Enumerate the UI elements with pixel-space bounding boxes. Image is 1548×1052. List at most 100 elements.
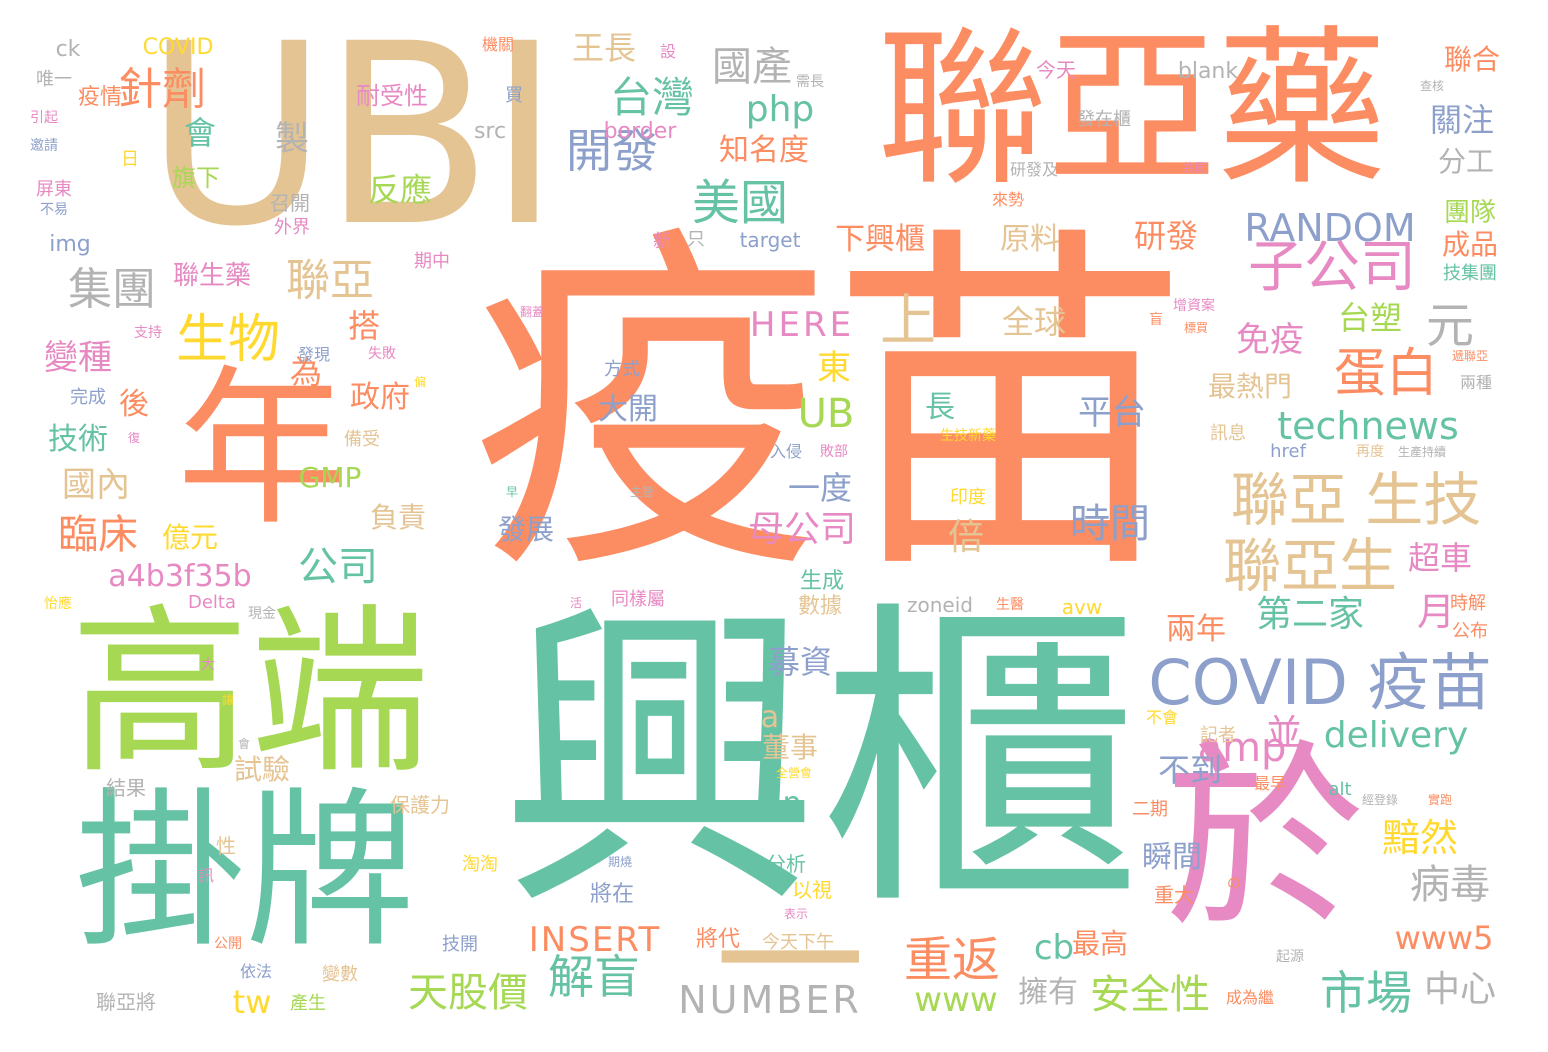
word-zao: 早 — [505, 485, 519, 499]
word-bei: 倍 — [947, 517, 985, 558]
word-alt: alt — [1328, 779, 1352, 800]
word-xuzhang: 需長 — [796, 74, 824, 90]
word-guochan: 國產 — [712, 44, 792, 90]
word-yindu: 印度 — [950, 487, 986, 508]
word-shengjixinyao: 生技新藥 — [940, 428, 996, 444]
word-biaomai: 標買 — [1183, 321, 1209, 335]
word-delivery: delivery — [1323, 715, 1469, 756]
word-gongkai: 公開 — [214, 936, 242, 952]
word-jikai: 技開 — [442, 934, 478, 955]
word-ck: ck — [55, 37, 81, 62]
word-shipao: 實跑 — [1427, 793, 1453, 807]
word-fu: 復 — [127, 431, 141, 445]
word-zhichi: 支持 — [134, 325, 162, 341]
word-hui: 會 — [183, 114, 217, 152]
word-yiying: 怡應 — [44, 596, 72, 612]
word-xianjin: 現金 — [248, 606, 276, 622]
word-zengzian: 增資案 — [1173, 298, 1215, 314]
word-taiwan: 台灣 — [609, 73, 695, 122]
word-dilianya: 遞聯亞 — [1451, 349, 1489, 363]
word-mianyi: 免疫 — [1236, 320, 1304, 360]
word-mugongsi: 母公司 — [747, 509, 857, 550]
word-beishou: 備受 — [344, 429, 380, 450]
word-waijie: 外界 — [274, 217, 310, 238]
word-qizhong: 期中 — [414, 251, 450, 272]
word-xiaxinggui: 下興櫃 — [835, 222, 925, 257]
word-xun: 訊 — [197, 866, 215, 885]
word-mai: 買 — [505, 85, 523, 106]
word-jieguo: 結果 — [106, 776, 146, 800]
word-kaifa: 開發 — [566, 124, 658, 178]
word-shuju: 數據 — [797, 594, 843, 619]
word-yiqing: 疫情 — [77, 85, 123, 110]
word-buhui: 不會 — [1145, 708, 1179, 727]
word-fangai: 翻蓋 — [519, 305, 545, 319]
word-yanfa: 研發 — [1133, 217, 1199, 255]
word-yifa: 依法 — [239, 962, 273, 981]
word-lianyasheng: 聯亞生 — [1222, 532, 1398, 600]
word-pingdong: 屏東 — [36, 179, 72, 200]
word-shijie: 時解 — [1450, 593, 1486, 614]
word-no: の — [1227, 876, 1241, 892]
word-zhenji: 針劑 — [118, 64, 206, 115]
word-zuiremen: 最熱門 — [1207, 370, 1293, 403]
word-dongshi: 董事 — [761, 731, 819, 764]
word-liangnian: 兩年 — [1166, 612, 1226, 647]
word-chahe: 查核 — [1419, 79, 1445, 93]
word-number: NUMBER — [678, 978, 862, 1022]
word-zaidu: 再度 — [1356, 444, 1384, 460]
word-shunjian: 瞬間 — [1142, 840, 1202, 875]
word-fanying: 反應 — [367, 171, 433, 209]
word-qiyuan: 起源 — [1276, 949, 1304, 965]
word-ub: UB — [797, 391, 855, 437]
word-yue: 月 — [1416, 590, 1456, 634]
word-ruqin: 入侵 — [769, 442, 803, 461]
word-qixia: 旗下 — [172, 164, 220, 192]
word-quanyinghui: 全營會 — [775, 766, 813, 780]
word-lianyajiang: 聯亞將 — [96, 990, 156, 1014]
word-zhaokai: 召開 — [270, 191, 310, 215]
word-zhimingdu: 知名度 — [719, 133, 809, 168]
word-fangshi: 方式 — [604, 359, 640, 380]
word-gaoduan: 高端 — [69, 589, 431, 798]
word-tw: tw — [232, 983, 272, 1021]
word-tongyangshu: 同樣屬 — [611, 589, 665, 610]
word-qishao: 期燒 — [607, 855, 633, 869]
word-hui-small: 會 — [237, 737, 251, 751]
word-zuizao: 最早 — [1253, 774, 1287, 793]
word-meiguo: 美國 — [691, 175, 789, 231]
word-here: HERE — [749, 305, 855, 345]
word-bing: 並 — [1265, 713, 1303, 754]
word-she: 設 — [659, 42, 677, 61]
word-lianya: 聯亞 — [286, 255, 374, 306]
word-buyi: 不易 — [40, 202, 68, 218]
word-jiemang: 解盲 — [548, 950, 640, 1004]
word-chongfan: 重返 — [903, 932, 1001, 988]
word-jishu: 技術 — [48, 422, 108, 457]
word-zoneid: zoneid — [907, 593, 973, 617]
word-border: border — [603, 119, 677, 144]
word-target: target — [739, 228, 801, 252]
word-biaoshi: 表示 — [783, 907, 809, 921]
word-tuandui: 團隊 — [1443, 198, 1497, 228]
word-baibu: 敗部 — [820, 444, 848, 460]
word-covid-yimiao: COVID 疫苗 — [1148, 646, 1492, 719]
word-lianya-shengji: 聯亞 生技 — [1230, 466, 1482, 534]
word-a4b3f35b: a4b3f35b — [108, 559, 252, 594]
word-bianzhong: 變種 — [44, 338, 112, 378]
word-chansheng: 產生 — [290, 993, 326, 1014]
word-bingdu: 病毒 — [1410, 862, 1490, 908]
word-danbai: 蛋白 — [1333, 344, 1439, 404]
word-zhang: 長 — [925, 390, 955, 425]
word-anquanxing: 安全性 — [1090, 972, 1210, 1018]
word-chengweiji: 成為繼 — [1225, 988, 1275, 1007]
word-lianhe: 聯合 — [1443, 43, 1501, 76]
word-yuanliao: 原料 — [1000, 222, 1060, 257]
word-lianyayao: 聯亞藥 — [876, 11, 1388, 209]
word-taisu: 台塑 — [1337, 299, 1403, 337]
word-wancheng: 完成 — [70, 387, 106, 408]
word-naishouxing: 耐受性 — [356, 82, 428, 110]
word-yaoqing: 邀請 — [30, 138, 58, 154]
word-anran: 黯然 — [1381, 816, 1459, 860]
word-yongyou: 擁有 — [1018, 975, 1078, 1010]
